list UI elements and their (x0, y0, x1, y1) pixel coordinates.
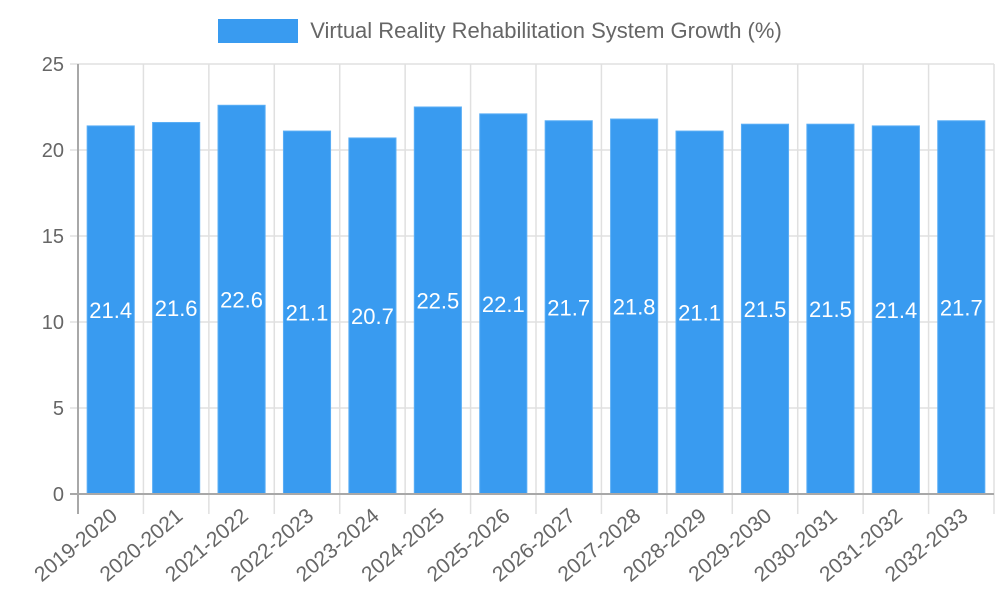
bar[interactable] (348, 137, 397, 495)
bar[interactable] (610, 118, 659, 495)
x-axis-ticks: 2019-20202020-20212021-20222022-20232023… (30, 504, 972, 586)
bar[interactable] (282, 130, 332, 495)
bar-value-label: 21.8 (613, 295, 656, 320)
bar-value-label: 22.5 (416, 289, 459, 314)
y-tick-label: 10 (42, 312, 64, 334)
bar-value-label: 21.6 (155, 296, 198, 321)
bar-value-label: 21.4 (874, 298, 917, 323)
bar-value-label: 20.7 (351, 304, 394, 329)
bar-value-label: 21.1 (286, 301, 329, 326)
y-tick-label: 5 (53, 398, 64, 420)
y-tick-label: 20 (42, 140, 64, 162)
bar-value-label: 21.5 (809, 297, 852, 322)
bar-value-label: 21.1 (678, 301, 721, 326)
legend-swatch[interactable] (218, 19, 299, 43)
bar[interactable] (544, 120, 593, 495)
bar[interactable] (675, 130, 724, 495)
chart-legend: Virtual Reality Rehabilitation System Gr… (0, 18, 1000, 44)
grid-lines (70, 63, 995, 514)
bar-value-label: 21.5 (744, 297, 787, 322)
bar-value-label: 21.7 (940, 295, 983, 320)
bar[interactable] (413, 106, 462, 495)
bar-value-label: 22.1 (482, 292, 525, 317)
y-axis-ticks: 0 5 10 15 20 25 (42, 54, 64, 506)
bar-value-label: 21.7 (547, 295, 590, 320)
bar-value-label: 22.6 (220, 288, 263, 313)
bar[interactable] (479, 113, 528, 495)
bar[interactable] (937, 120, 986, 495)
y-tick-label: 15 (42, 226, 64, 248)
bar[interactable] (86, 125, 135, 495)
y-tick-label: 25 (42, 54, 64, 76)
y-tick-label: 0 (53, 484, 64, 506)
bar[interactable] (217, 104, 266, 495)
bar-value-label: 21.4 (89, 298, 132, 323)
legend-label: Virtual Reality Rehabilitation System Gr… (310, 18, 782, 43)
axes (70, 64, 994, 514)
bar[interactable] (152, 121, 201, 495)
